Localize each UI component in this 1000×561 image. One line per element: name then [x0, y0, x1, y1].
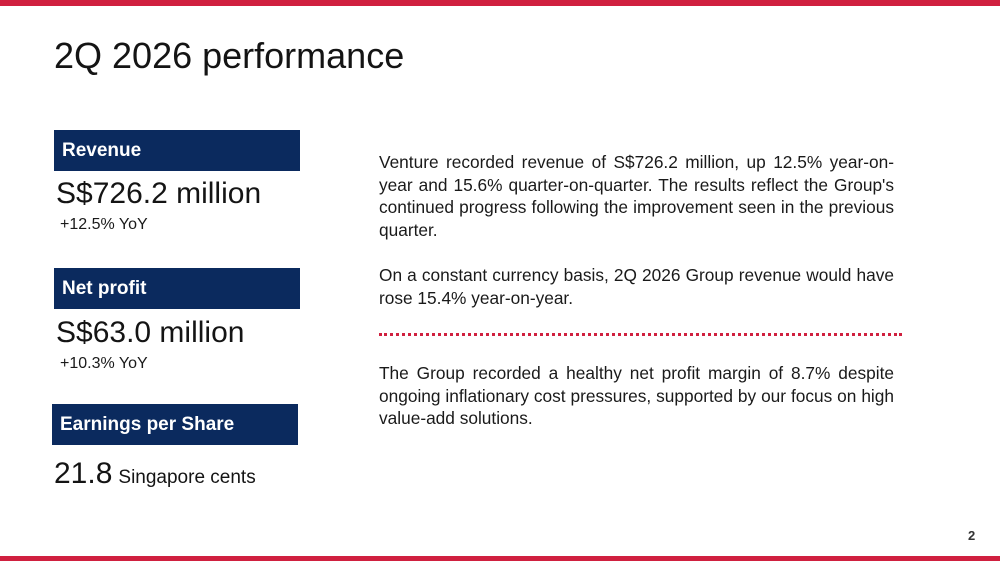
page-number: 2 — [968, 528, 976, 543]
commentary-paragraph-revenue: Venture recorded revenue of S$726.2 mill… — [379, 152, 894, 240]
revenue-label: Revenue — [54, 130, 300, 171]
eps-value: 21.8 — [54, 457, 113, 490]
revenue-yoy-change: +12.5% YoY — [60, 216, 148, 233]
top-accent-bar — [0, 0, 1000, 6]
net-profit-yoy-change: +10.3% YoY — [60, 355, 148, 372]
net-profit-label: Net profit — [54, 268, 300, 309]
revenue-value: S$726.2 million — [56, 177, 262, 210]
eps-label: Earnings per Share — [52, 404, 298, 445]
page-title: 2Q 2026 performance — [54, 35, 405, 76]
commentary-paragraph-net-profit: The Group recorded a healthy net profit … — [379, 363, 894, 428]
net-profit-value: S$63.0 million — [56, 316, 245, 349]
commentary-paragraph-constant-currency: On a constant currency basis, 2Q 2026 Gr… — [379, 265, 894, 308]
eps-unit: Singapore cents — [118, 467, 256, 488]
eps-figure: 21.8 Singapore cents — [54, 457, 256, 495]
section-divider — [379, 333, 902, 336]
bottom-accent-bar — [0, 556, 1000, 561]
